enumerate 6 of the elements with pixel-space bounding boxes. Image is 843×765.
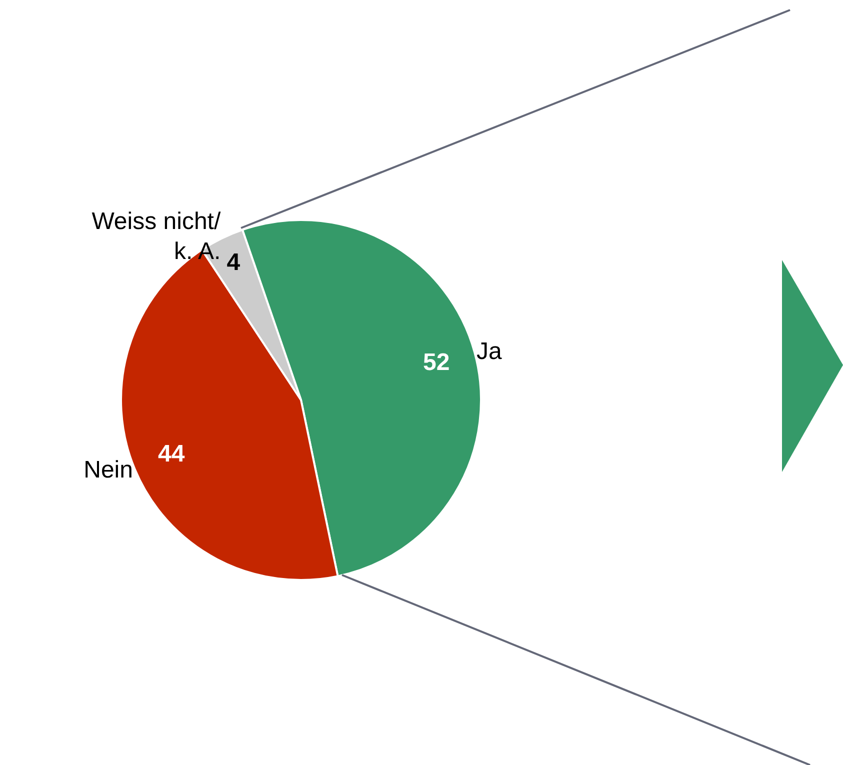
data-label: 52 <box>423 349 450 376</box>
data-label: 44 <box>158 440 186 468</box>
slice-label: Nein <box>84 456 133 484</box>
slice-label: Weiss nicht/ k. A. <box>92 208 221 266</box>
slice-label: Ja <box>476 338 502 366</box>
data-label: 4 <box>226 249 241 276</box>
